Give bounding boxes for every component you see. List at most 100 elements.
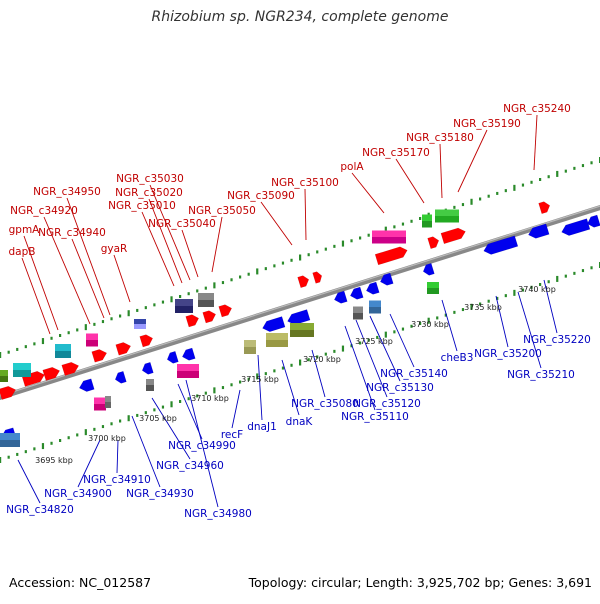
ring-dot (41, 338, 45, 345)
ring-dot (427, 317, 430, 324)
forward-gene-label[interactable]: NGR_c34940 (38, 227, 106, 239)
leader-line (457, 129, 488, 193)
ring-dot (50, 336, 53, 340)
ring-dot (59, 334, 62, 337)
ring-dot (24, 345, 27, 349)
accession-text: Accession: NC_012587 (9, 575, 152, 590)
leader-line (211, 216, 223, 273)
reverse-gene-label[interactable]: NGR_c34980 (184, 508, 252, 520)
ring-dot (359, 236, 362, 240)
reverse-gene-label[interactable]: NGR_c35210 (507, 369, 575, 381)
leader-line (149, 184, 191, 281)
leader-line (260, 201, 293, 246)
scale-label: 3705 kbp (139, 414, 177, 423)
reverse-gene-label[interactable]: NGR_c35110 (341, 411, 409, 423)
ring-dot (7, 455, 10, 459)
ring-dot (453, 205, 456, 209)
reverse-gene-label[interactable]: cheB3 (441, 352, 474, 364)
scale-label: 3735 kbp (464, 303, 502, 312)
ring-dot (581, 269, 585, 273)
ring-dot (110, 317, 113, 321)
gene-block-shade (175, 306, 193, 313)
ring-dot (239, 275, 242, 279)
leader-line (389, 313, 415, 368)
forward-gene-label[interactable]: polA (340, 161, 364, 173)
forward-gene-label[interactable]: gyaR (101, 243, 128, 255)
ring-dot (256, 268, 259, 275)
ring-dot (393, 330, 396, 334)
gene-arrow (312, 271, 323, 284)
gene-arrow (586, 214, 600, 228)
forward-gene-label[interactable]: NGR_c35030 (116, 173, 184, 185)
gene-arrow (379, 272, 394, 286)
ring-dot (0, 457, 2, 463)
ring-dot (513, 184, 516, 191)
forward-gene-label[interactable]: NGR_c35180 (406, 132, 474, 144)
forward-gene-label[interactable]: NGR_c35040 (148, 218, 216, 230)
ring-dot (530, 180, 533, 184)
reverse-gene-label[interactable]: dnaK (286, 416, 314, 428)
forward-gene-label[interactable]: NGR_c35090 (227, 190, 295, 202)
forward-gene-label[interactable]: NGR_c35190 (453, 118, 521, 130)
ring-dot (547, 280, 550, 284)
ring-dot (307, 358, 310, 362)
forward-gene-label[interactable]: dapB (9, 246, 36, 258)
ring-dot (247, 272, 250, 276)
reverse-gene-label[interactable]: NGR_c35200 (474, 348, 542, 360)
reverse-gene-label[interactable]: NGR_c35080 (291, 398, 359, 410)
reverse-gene-label[interactable]: dnaJ1 (247, 421, 277, 433)
ring-dot (401, 222, 405, 226)
reverse-gene-label[interactable]: NGR_c35220 (523, 334, 591, 346)
reverse-gene-label[interactable]: NGR_c34990 (168, 440, 236, 452)
forward-gene-label[interactable]: NGR_c34920 (10, 205, 78, 217)
ring-dot (487, 194, 490, 198)
gene-arrow (297, 275, 310, 289)
gene-block-shade (244, 347, 256, 354)
gene-arrow (528, 223, 550, 239)
ring-dot (547, 175, 550, 179)
ring-dot (153, 408, 156, 412)
forward-gene-label[interactable]: gpmA (9, 224, 41, 236)
ring-dot (504, 294, 507, 298)
reverse-gene-label[interactable]: NGR_c34900 (44, 488, 112, 500)
ring-dot (187, 292, 190, 296)
reverse-gene-label[interactable]: recF (221, 429, 243, 441)
ring-dot (281, 366, 285, 370)
forward-gene-label[interactable]: NGR_c35100 (271, 177, 339, 189)
ring-dot (281, 261, 285, 265)
reverse-gene-label[interactable]: NGR_c34910 (83, 474, 151, 486)
ring-dot (470, 198, 473, 205)
ring-dot (299, 254, 302, 261)
gene-block-shade (198, 300, 214, 307)
gene-arrow (91, 349, 108, 363)
gene-block-shade (372, 237, 406, 244)
scale-label: 3695 kbp (35, 456, 73, 465)
reverse-gene-label[interactable]: NGR_c35140 (380, 368, 448, 380)
forward-gene-label[interactable]: NGR_c35240 (503, 103, 571, 115)
gene-arrow (349, 286, 364, 300)
reverse-gene-label[interactable]: NGR_c34930 (126, 488, 194, 500)
scale-label: 3720 kbp (303, 355, 341, 364)
leader-line (151, 397, 191, 460)
ring-dot (401, 327, 405, 331)
reverse-gene-label[interactable]: NGR_c35130 (366, 382, 434, 394)
ring-dot (341, 240, 345, 247)
leader-line (441, 299, 458, 352)
leader-line (185, 379, 219, 508)
forward-gene-label[interactable]: NGR_c35050 (188, 205, 256, 217)
forward-gene-label[interactable]: NGR_c35170 (362, 147, 430, 159)
ring-dot (161, 300, 165, 304)
reverse-gene-label[interactable]: NGR_c35120 (353, 398, 421, 410)
gene-block (177, 364, 199, 378)
gene-block (435, 209, 459, 223)
ring-dot (581, 164, 585, 168)
gene-block-shade (94, 404, 106, 411)
forward-gene-label[interactable]: NGR_c34950 (33, 186, 101, 198)
reverse-gene-label[interactable]: NGR_c34820 (6, 504, 74, 516)
leader-line (17, 459, 41, 504)
reverse-gene-label[interactable]: NGR_c34960 (156, 460, 224, 472)
forward-gene-label[interactable]: NGR_c35020 (115, 187, 183, 199)
forward-gene-label[interactable]: NGR_c35010 (108, 200, 176, 212)
leader-line (543, 279, 558, 334)
leader-line (355, 319, 388, 398)
